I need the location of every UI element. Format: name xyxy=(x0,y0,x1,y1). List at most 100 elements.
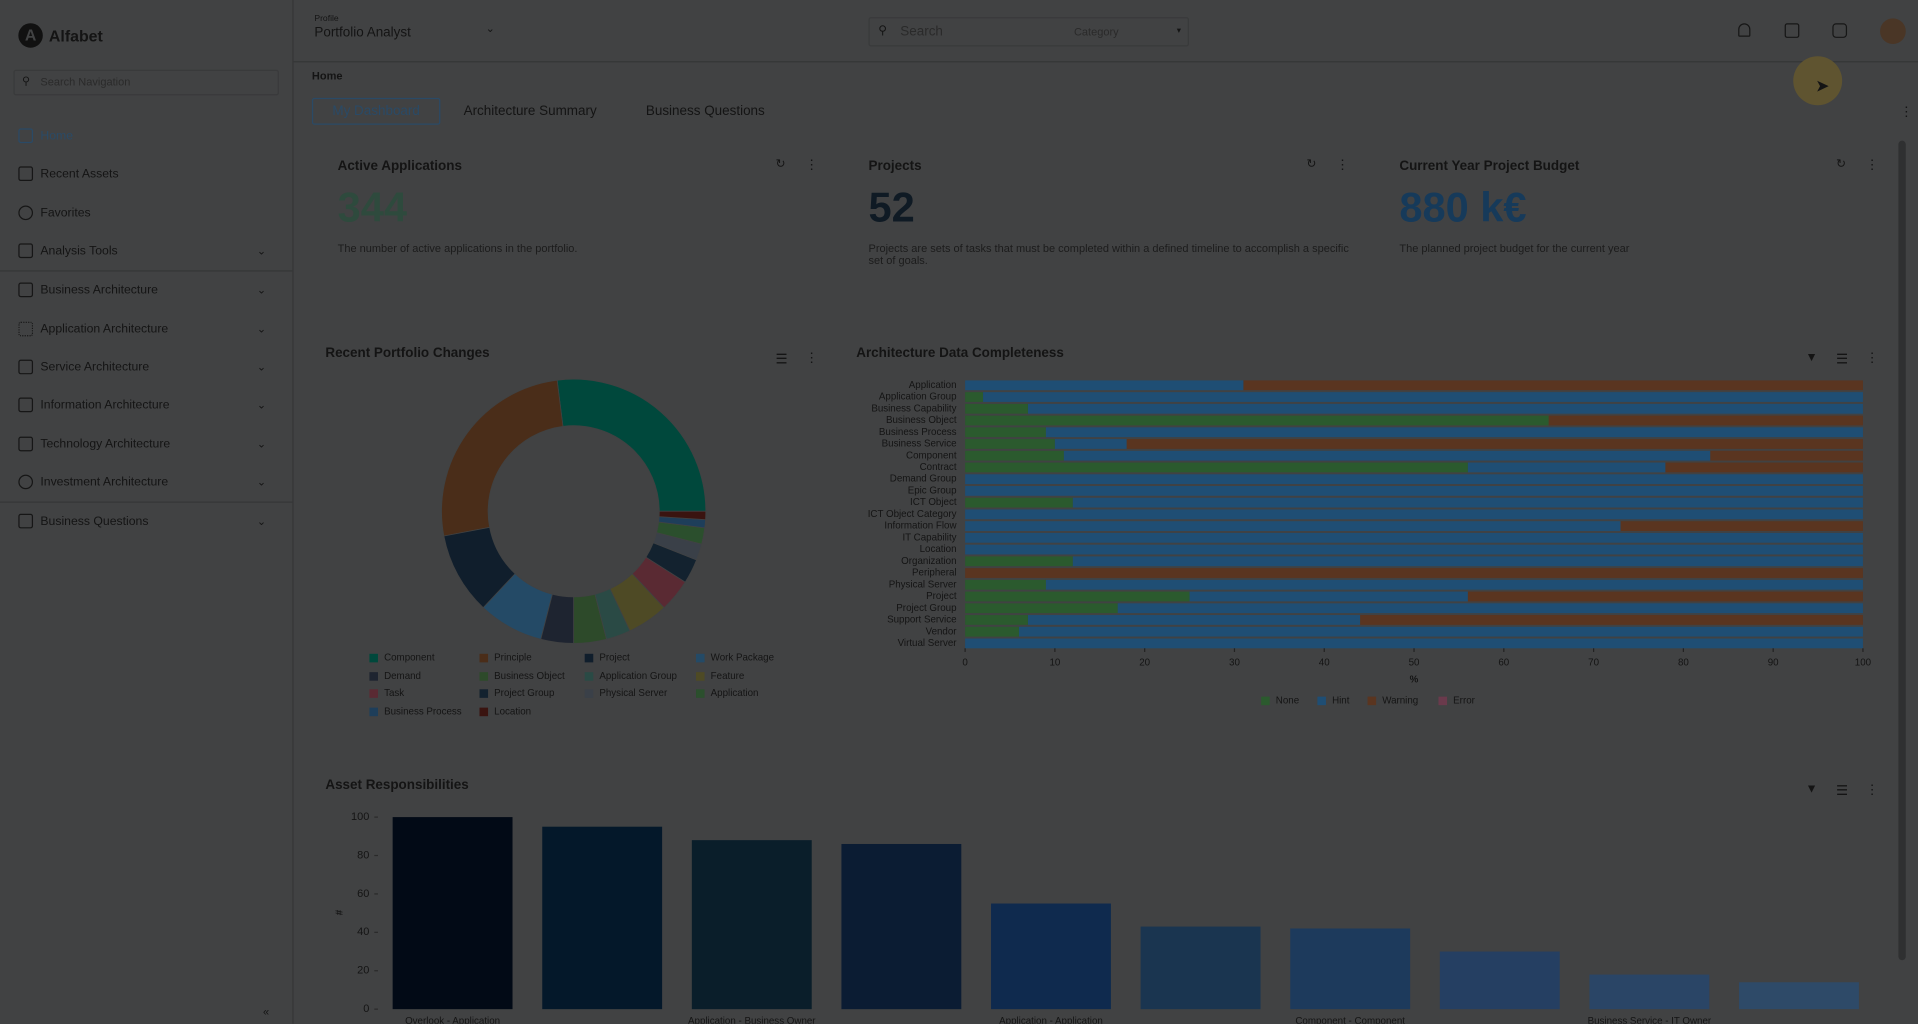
card-menu[interactable]: ⋮ xyxy=(1865,351,1879,366)
nav-icon xyxy=(18,359,34,375)
card-menu[interactable]: ⋮ xyxy=(1335,157,1350,173)
legend-label: Demand xyxy=(384,671,421,682)
nav-chevron[interactable]: ⌄ xyxy=(256,322,267,336)
nav-item[interactable]: Business Architecture xyxy=(18,282,158,298)
bar-segment xyxy=(1027,615,1361,625)
legend-label: Project xyxy=(599,653,630,664)
filter-button[interactable]: ▼ xyxy=(1805,782,1818,797)
kpi-value: 52 xyxy=(868,184,915,232)
collapse-sidebar[interactable]: « xyxy=(262,1005,270,1018)
legend-swatch xyxy=(1317,696,1326,706)
y-tick-label: Location xyxy=(920,544,957,555)
help-button[interactable] xyxy=(1784,23,1800,38)
bar-segment xyxy=(1620,521,1863,531)
notifications-button[interactable] xyxy=(1738,23,1751,37)
nav-item[interactable]: Investment Architecture xyxy=(18,474,169,490)
legend-toggle[interactable]: ☰ xyxy=(1836,352,1849,367)
nav-icon xyxy=(18,166,34,182)
filter-button[interactable]: ▼ xyxy=(1805,351,1818,365)
x-tick-label: Overlook - Application xyxy=(405,1016,500,1024)
nav-label: Recent Assets xyxy=(40,166,119,181)
nav-item[interactable]: Business Questions xyxy=(18,513,148,529)
nav-chevron[interactable]: ⌄ xyxy=(256,475,267,489)
pie-slice xyxy=(573,593,607,644)
bar-segment xyxy=(1126,439,1863,449)
nav-label: Investment Architecture xyxy=(40,475,169,489)
pie-slice xyxy=(609,573,665,632)
y-tick-label: IT Capability xyxy=(902,532,956,543)
legend-toggle[interactable]: ☰ xyxy=(775,352,788,367)
search-box[interactable] xyxy=(868,17,1189,47)
legend-swatch xyxy=(1367,696,1377,706)
y-tick-label: Project Group xyxy=(896,603,957,614)
x-axis-label: % xyxy=(1410,675,1419,686)
nav-search-box[interactable] xyxy=(13,69,279,96)
bar-segment xyxy=(965,439,1055,449)
profile-dropdown[interactable]: ⌄ xyxy=(485,22,495,35)
search-icon: ⚲ xyxy=(878,24,888,38)
legend-swatch xyxy=(584,672,594,681)
pie-slice xyxy=(658,516,706,529)
nav-chevron[interactable]: ⌄ xyxy=(256,360,267,374)
nav-chevron[interactable]: ⌄ xyxy=(256,514,267,528)
bar-segment xyxy=(965,568,1863,578)
legend-toggle[interactable]: ☰ xyxy=(1836,784,1849,799)
nav-chevron[interactable]: ⌄ xyxy=(256,437,267,451)
nav-chevron[interactable]: ⌄ xyxy=(256,398,267,411)
refresh-button[interactable]: ↻ xyxy=(1836,157,1847,172)
card-menu[interactable]: ⋮ xyxy=(804,351,819,366)
nav-chevron[interactable]: ⌄ xyxy=(256,244,267,257)
bar-segment xyxy=(965,591,1190,602)
scrollbar[interactable] xyxy=(1898,140,1906,961)
chart-title: Recent Portfolio Changes xyxy=(325,345,489,360)
nav-search-icon: ⚲ xyxy=(22,74,31,87)
y-tick-label: Vendor xyxy=(926,626,958,637)
nav-label: Application Architecture xyxy=(40,322,169,336)
breadcrumb[interactable]: Home xyxy=(311,69,343,82)
tab-active[interactable]: My Dashboard xyxy=(311,97,441,125)
nav-item[interactable]: Home xyxy=(18,128,73,144)
nav-item[interactable]: Favorites xyxy=(18,205,91,221)
bar xyxy=(1739,982,1859,1010)
user-avatar[interactable] xyxy=(1880,18,1906,45)
bar-segment xyxy=(965,615,1028,625)
card-menu[interactable]: ⋮ xyxy=(1865,782,1879,798)
nav-item[interactable]: Service Architecture xyxy=(18,359,149,375)
nav-chevron[interactable]: ⌄ xyxy=(256,283,267,297)
tab[interactable]: Architecture Summary xyxy=(463,103,597,119)
bar xyxy=(392,817,513,1010)
tab[interactable]: Business Questions xyxy=(645,103,765,119)
pie-slice xyxy=(556,378,707,512)
legend-swatch xyxy=(479,672,489,681)
bar-segment xyxy=(1467,462,1666,473)
kpi-value: 880 k€ xyxy=(1399,184,1527,232)
card-menu[interactable]: ⋮ xyxy=(804,157,819,173)
nav-item[interactable]: Technology Architecture xyxy=(18,436,170,452)
refresh-button[interactable]: ↻ xyxy=(775,157,786,172)
nav-icon xyxy=(18,243,34,259)
profile-name[interactable]: Portfolio Analyst xyxy=(314,25,411,41)
nav-icon xyxy=(18,474,34,490)
nav-item[interactable]: Analysis Tools xyxy=(18,243,118,259)
bar-segment xyxy=(965,509,1863,520)
nav-item[interactable]: Information Architecture xyxy=(18,397,170,413)
legend-label: Business Object xyxy=(494,671,565,682)
logo-text: Alfabet xyxy=(48,26,103,46)
nav-item[interactable]: Recent Assets xyxy=(18,166,119,182)
pie-slice xyxy=(631,556,686,609)
cursor: ➤ xyxy=(1815,75,1830,96)
pie-slice xyxy=(443,526,516,609)
bar-segment xyxy=(965,521,1621,531)
bar-segment xyxy=(1360,615,1863,625)
bar-segment xyxy=(965,603,1118,614)
x-tick-label: Application - Business Owner xyxy=(688,1016,816,1024)
bar xyxy=(1140,926,1261,1010)
card-menu[interactable]: ⋮ xyxy=(1865,157,1879,173)
legend-label: Business Process xyxy=(384,706,462,717)
apps-button[interactable] xyxy=(1832,23,1848,38)
nav-item[interactable]: Application Architecture xyxy=(18,321,169,337)
bar-segment xyxy=(965,579,1046,590)
page-menu[interactable]: ⋮ xyxy=(1899,105,1914,120)
refresh-button[interactable]: ↻ xyxy=(1306,157,1317,172)
category-select[interactable]: Category xyxy=(1073,25,1119,38)
